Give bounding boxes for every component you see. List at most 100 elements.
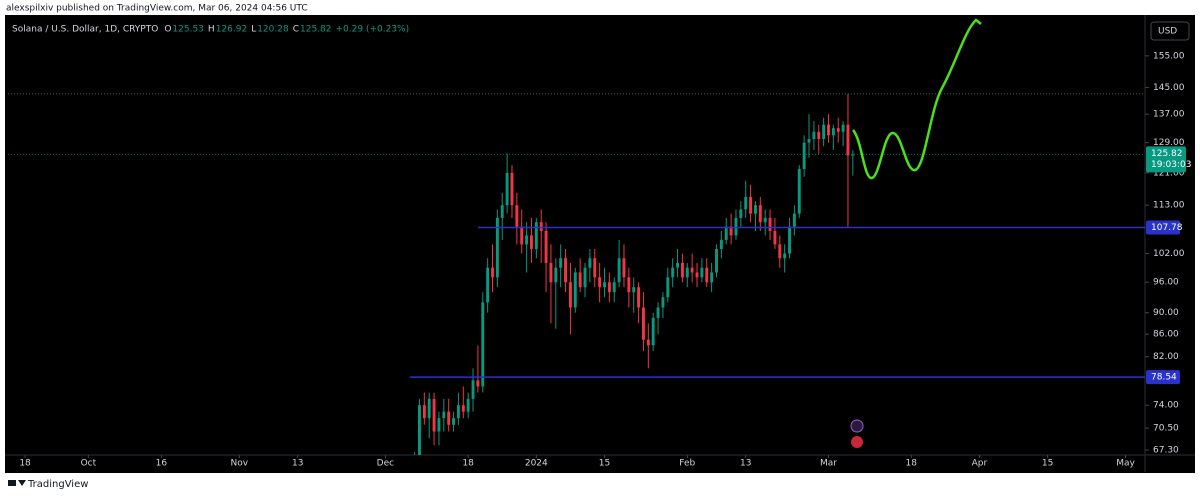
candle-body (646, 339, 650, 346)
candle-body (641, 307, 645, 340)
candle-body (846, 124, 850, 156)
legend-change: +0.29 (+0.23%) (336, 25, 410, 35)
y-tick-label: 90.00 (1153, 308, 1179, 318)
candle-body (427, 398, 431, 419)
candle-body (422, 405, 426, 419)
candle-body (486, 267, 490, 303)
candle-body (744, 196, 748, 210)
candle-body (651, 318, 655, 346)
candle-body (525, 235, 529, 245)
y-tick-label: 74.00 (1153, 401, 1179, 411)
x-tick-label: May (1116, 459, 1135, 469)
candle-body (471, 380, 475, 399)
candle-body (700, 267, 704, 278)
candle-body (807, 138, 811, 143)
x-tick-label: Oct (81, 459, 97, 469)
candle-body (763, 217, 767, 223)
candle-body (817, 131, 821, 139)
candle-body (680, 262, 684, 278)
candle-body (773, 230, 777, 245)
y-tick-label: 96.00 (1153, 278, 1179, 288)
candle-body (578, 272, 582, 288)
candle-body (758, 205, 762, 223)
chart-panel (5, 15, 1195, 473)
x-tick-label: 18 (906, 459, 918, 469)
currency: USD (1158, 27, 1177, 37)
candle-body (564, 258, 568, 283)
candle-body (593, 258, 597, 278)
candle-body (520, 226, 524, 245)
candle-body (549, 262, 553, 283)
candle-body (729, 226, 733, 236)
legend-key: O (164, 25, 171, 35)
candle-body (491, 267, 494, 278)
legend: Solana / U.S. Dollar, 1D, CRYPTO O 125.53 H… (12, 25, 409, 35)
candle-body (456, 405, 460, 419)
candle-body (671, 267, 675, 278)
x-tick-label: Apr (972, 459, 988, 469)
currency-box (1150, 21, 1190, 41)
candle-body (724, 226, 728, 240)
candle-body (792, 213, 796, 227)
x-tick-label: 15 (1042, 459, 1053, 469)
legend-value: 125.53 (172, 25, 204, 35)
candle-body (685, 267, 689, 278)
candle-body (827, 124, 830, 136)
candle-body (719, 239, 723, 249)
candle-body (690, 267, 694, 273)
candle-body (676, 262, 680, 268)
x-tick-label: 2024 (525, 459, 548, 469)
y-tick-label: 137.00 (1153, 110, 1185, 120)
candle-body (573, 272, 577, 308)
candle-body (476, 380, 480, 387)
y-tick-label: 67.30 (1153, 446, 1179, 456)
candle-body (812, 131, 816, 139)
candle-body (583, 267, 587, 288)
candle-body (603, 282, 606, 288)
candle-body (622, 258, 626, 278)
candle-body (500, 205, 504, 218)
candle-body (539, 222, 543, 231)
candle-body (666, 277, 670, 298)
candle-body (554, 267, 558, 283)
candle-body (461, 405, 465, 412)
candle-body (612, 282, 616, 293)
candle-body (632, 287, 636, 293)
x-tick-label: 16 (156, 459, 168, 469)
candle-body (797, 168, 801, 214)
legend-value: 120.28 (257, 25, 289, 35)
candle-body (481, 302, 485, 387)
price-badge (1146, 370, 1180, 385)
price-badge-label: 107.78 (1151, 223, 1183, 233)
candle-body (753, 205, 757, 214)
candle-body (705, 267, 709, 283)
y-tick-label: 145.00 (1153, 83, 1185, 93)
candle-body (695, 272, 699, 278)
candle-body (749, 196, 753, 214)
publish-note: alexspilxiv published on TradingView.com… (6, 4, 308, 14)
x-tick-label: Feb (679, 459, 695, 469)
candles (8, 93, 1145, 455)
x-tick-label: Mar (820, 459, 837, 469)
candle-body (768, 217, 772, 231)
legend-title: Solana / U.S. Dollar, 1D, CRYPTO (12, 25, 158, 35)
x-tick-label: Dec (377, 459, 394, 469)
candle-body (466, 398, 470, 412)
brand: TradingView (27, 479, 88, 490)
candle-body (831, 128, 835, 136)
candle-body (588, 258, 592, 268)
candle-body (559, 258, 563, 268)
y-tick-label: 155.00 (1153, 51, 1185, 61)
brand-logo (8, 480, 26, 486)
candle-body (715, 248, 718, 273)
projection-drawing (851, 18, 982, 180)
price-badge (1146, 220, 1180, 235)
candle-body (841, 124, 845, 132)
x-tick-label: 13 (740, 459, 751, 469)
countdown: 19:03:03 (1151, 160, 1191, 170)
legend-key: L (251, 25, 256, 35)
y-tick-label: 121.00 (1153, 168, 1185, 178)
y-tick-label: 82.00 (1153, 352, 1179, 362)
x-tick-label: 18 (19, 459, 31, 469)
